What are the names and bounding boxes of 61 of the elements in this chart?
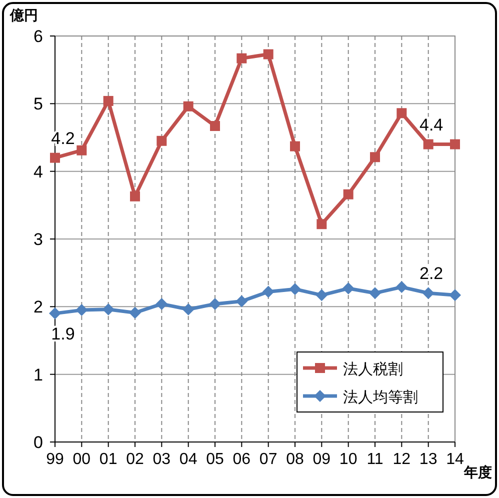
point	[396, 281, 408, 294]
point	[369, 287, 381, 300]
point	[423, 139, 434, 150]
point	[422, 287, 434, 300]
x-tick-label: 01	[99, 451, 118, 468]
point	[210, 120, 220, 131]
point	[236, 53, 247, 64]
point	[236, 295, 248, 308]
y-tick-label: 6	[34, 27, 43, 46]
x-tick-label: 00	[72, 451, 91, 468]
point	[262, 286, 274, 298]
point	[76, 145, 87, 156]
legend-label: 法人均等割	[343, 389, 418, 406]
y-tick-label: 1	[34, 365, 43, 384]
point	[343, 189, 354, 200]
x-tick-label: 14	[446, 451, 464, 468]
x-tick-label: 09	[312, 451, 331, 468]
y-tick-label: 4	[34, 162, 43, 182]
point	[156, 136, 167, 146]
x-axis-title: 年度	[463, 464, 492, 480]
point	[396, 108, 407, 118]
point	[370, 152, 380, 162]
point	[129, 306, 141, 319]
point	[102, 303, 114, 316]
point	[290, 141, 300, 152]
y-tick-label: 5	[34, 94, 43, 114]
y-axis-title: 億円	[9, 7, 38, 23]
x-tick-label: 04	[179, 451, 198, 468]
point	[49, 307, 61, 320]
x-tick-label: 12	[392, 451, 411, 468]
data-label: 4.4	[420, 115, 444, 134]
point	[449, 289, 461, 302]
point	[209, 298, 221, 310]
point	[289, 283, 301, 296]
point	[316, 289, 328, 302]
x-tick-label: 99	[46, 451, 64, 468]
x-tick-label: 13	[419, 451, 438, 468]
point	[182, 303, 194, 316]
x-tick-label: 08	[286, 451, 304, 468]
y-tick-label: 3	[34, 230, 43, 249]
point	[263, 49, 274, 60]
point	[342, 282, 354, 294]
data-label: 2.2	[420, 264, 444, 284]
y-tick-label: 2	[34, 298, 43, 317]
point	[450, 139, 460, 150]
point	[76, 304, 88, 316]
x-tick-label: 05	[206, 451, 224, 468]
x-tick-label: 11	[366, 451, 384, 468]
x-tick-label: 02	[126, 451, 144, 468]
point	[103, 96, 114, 106]
point	[316, 219, 327, 230]
x-tick-label: 06	[232, 451, 251, 468]
x-tick-label: 07	[259, 451, 278, 468]
point	[130, 191, 140, 202]
x-tick-label: 03	[152, 451, 171, 468]
y-tick-label: 0	[34, 433, 43, 452]
legend-label: 法人税割	[343, 361, 403, 378]
point	[156, 298, 168, 310]
x-tick-label: 10	[339, 451, 358, 468]
point	[183, 101, 194, 112]
point	[50, 152, 60, 163]
